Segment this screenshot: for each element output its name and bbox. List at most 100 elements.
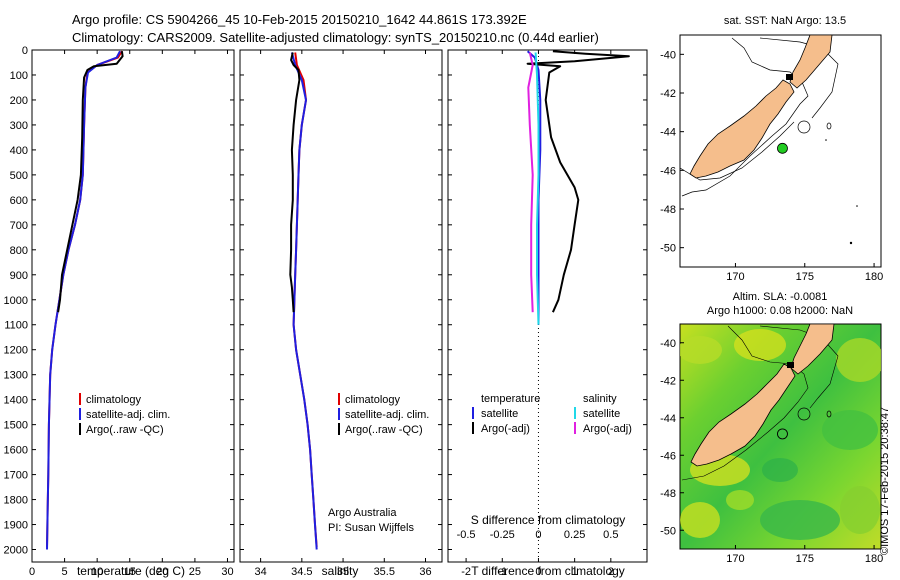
salinity-panel-frame	[239, 49, 443, 563]
top-map-contour	[680, 121, 795, 181]
bottom-map-contour-island	[826, 410, 832, 418]
cook-strait-islands	[787, 362, 794, 368]
legend-label-satellite: satellite-adj. clim.	[345, 409, 429, 421]
x-tick-label: 20	[156, 566, 168, 578]
x-tick-label: -1	[497, 566, 507, 578]
pi-label: PI: Susan Wijffels	[328, 522, 414, 534]
x-tick-label: 34	[254, 566, 266, 578]
temperature-series	[46, 50, 124, 550]
difference-series	[526, 50, 630, 325]
legend-label-climatology: climatology	[345, 394, 401, 406]
sla-patch	[760, 500, 840, 540]
profile-line-satellite-adj-clim-	[290, 52, 318, 550]
bottom-map-content	[680, 324, 881, 540]
profile-line-salinity-argo-adj-	[527, 52, 534, 313]
y-tick-label: 0	[22, 45, 28, 57]
map-x-tick-label: 180	[865, 271, 883, 283]
salinity-legend: climatology satellite-adj. clim. Argo(..…	[328, 393, 429, 534]
argo-float-marker	[777, 428, 788, 440]
difference-top-xlabel: S difference from climatology	[471, 513, 626, 527]
x-tick-label: 25	[189, 566, 201, 578]
x-top-tick-label: -0.25	[490, 529, 515, 541]
salinity-axes: 34 34.5 35 35.5 36	[240, 49, 442, 578]
south-island	[690, 363, 796, 467]
bottom-map-contour-island	[797, 407, 811, 421]
north-island	[789, 35, 833, 89]
x-tick-label: 2	[608, 566, 614, 578]
x-tick-label: 35	[337, 566, 349, 578]
x-top-tick-label: -0.5	[457, 529, 476, 541]
profile-line-argo-raw-qc-	[289, 52, 301, 313]
legend-label-argo: Argo(..raw -QC)	[345, 424, 423, 436]
sla-patch	[762, 458, 798, 482]
timestamp-credit: ©IMOS 17-Feb-2015 20:38:47	[879, 406, 891, 555]
legend-label-sal-satellite: satellite	[583, 408, 620, 420]
profile-line-argo-raw-qc-	[57, 51, 124, 313]
salinity-xlabel: salinity	[322, 564, 359, 578]
difference-panel-frame	[447, 49, 648, 563]
x-tick-label: 10	[91, 566, 103, 578]
y-tick-label: 600	[10, 195, 28, 207]
sla-patch	[734, 329, 786, 361]
cook-strait-islands	[786, 74, 793, 80]
top-map-contour	[681, 37, 809, 197]
profile-line-satellite-adj-clim-	[46, 50, 121, 550]
y-tick-label: 1900	[4, 520, 28, 532]
y-tick-label: 2000	[4, 545, 28, 557]
top-map-axes: 170 175 180 -40 -42 -44 -46 -48 -50	[660, 49, 883, 283]
y-tick-label: 1300	[4, 370, 28, 382]
north-island	[790, 324, 835, 375]
y-tick-label: 1600	[4, 445, 28, 457]
top-map-speck	[856, 205, 858, 207]
top-map-speck	[825, 139, 827, 141]
top-map-contour-island	[826, 122, 832, 130]
sla-patch	[680, 502, 720, 538]
y-tick-label: 200	[10, 95, 28, 107]
top-map-contour	[759, 37, 839, 119]
map-y-tick-label: -42	[660, 88, 676, 100]
legend-title-salinity: salinity	[583, 393, 617, 405]
y-tick-label: 900	[10, 270, 28, 282]
difference-xlabel: T difference from climatology	[471, 564, 625, 578]
sla-patch	[726, 490, 754, 510]
map-y-tick-label: -48	[660, 488, 676, 500]
profile-line-temperature-argo-adj-	[526, 50, 630, 313]
y-tick-label: 800	[10, 245, 28, 257]
legend-label-climatology: climatology	[86, 394, 142, 406]
y-tick-label: 1400	[4, 395, 28, 407]
x-tick-label: 0	[535, 566, 541, 578]
temperature-panel-frame	[31, 49, 235, 563]
legend-label-argo: Argo(..raw -QC)	[86, 424, 164, 436]
y-tick-label: 1200	[4, 345, 28, 357]
difference-axes: -2 -1 0 1 2 -0.5 -0.25 0 0.25 0.5	[448, 49, 647, 578]
map-x-tick-label: 175	[796, 271, 814, 283]
legend-label-temp-argo: Argo(-adj)	[481, 423, 530, 435]
top-map-content	[680, 35, 858, 245]
map-x-tick-label: 180	[865, 553, 883, 565]
x-tick-label: 34.5	[291, 566, 312, 578]
sla-patch	[680, 336, 722, 364]
sla-patch	[840, 486, 880, 534]
legend-label-satellite: satellite-adj. clim.	[86, 409, 170, 421]
map-x-tick-label: 170	[726, 553, 744, 565]
difference-legend: temperature salinity satellite Argo(-adj…	[472, 393, 632, 435]
map-y-tick-label: -40	[660, 338, 676, 350]
operator-label: Argo Australia	[328, 507, 397, 519]
map-y-tick-label: -44	[660, 413, 676, 425]
bottom-map-contour	[759, 325, 839, 409]
y-tick-label: 1800	[4, 495, 28, 507]
map-x-tick-label: 175	[796, 553, 814, 565]
map-y-tick-label: -42	[660, 375, 676, 387]
temperature-axes: 0100200300400500600700800900100011001200…	[4, 45, 234, 578]
map-y-tick-label: -44	[660, 127, 676, 139]
y-tick-label: 300	[10, 120, 28, 132]
legend-label-sal-argo: Argo(-adj)	[583, 423, 632, 435]
figure-title-line1: Argo profile: CS 5904266_45 10-Feb-2015 …	[72, 12, 527, 27]
y-tick-label: 1500	[4, 420, 28, 432]
map-y-tick-label: -46	[660, 450, 676, 462]
bottom-map-axes: 170 175 180 -40 -42 -44 -46 -48 -50	[660, 338, 883, 565]
bottom-map-title-line2: Argo h1000: 0.08 h2000: NaN	[707, 305, 853, 317]
map-y-tick-label: -46	[660, 165, 676, 177]
x-top-tick-label: 0.25	[564, 529, 585, 541]
